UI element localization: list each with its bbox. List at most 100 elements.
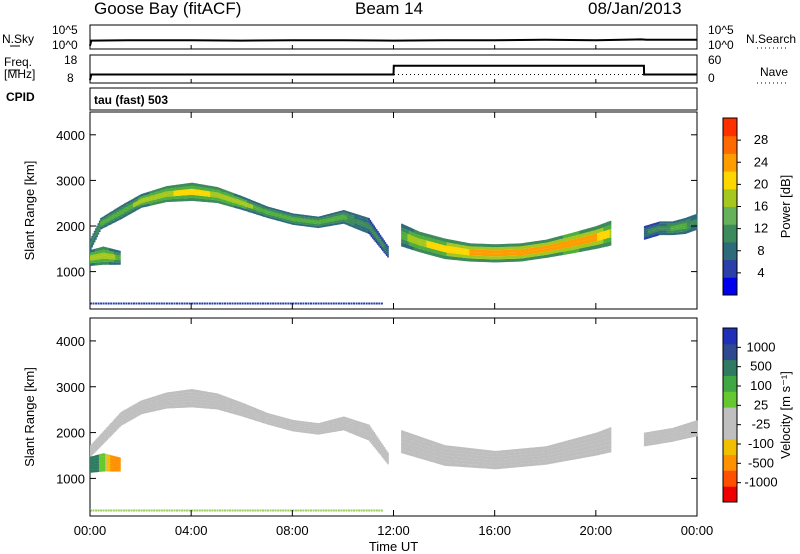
- velocity-cell: [322, 421, 325, 424]
- velocity-cell: [100, 456, 102, 460]
- power-cell: [186, 192, 188, 196]
- velocity-cell: [93, 455, 96, 459]
- velocity-cell: [370, 428, 373, 431]
- power-cell: [100, 250, 102, 254]
- power-cell: [160, 198, 163, 201]
- velocity-cell: [299, 424, 302, 427]
- velocity-cell: [356, 433, 359, 436]
- velocity-cell: [124, 409, 126, 413]
- power-cell: [92, 252, 95, 255]
- power-cell: [557, 239, 560, 243]
- power-cell: [365, 217, 368, 220]
- power-cell: [413, 229, 416, 233]
- power-cell: [358, 227, 360, 230]
- power-cell: [359, 215, 362, 218]
- power-cell: [373, 237, 375, 241]
- velocity-cell: [201, 405, 203, 409]
- velocity-cell: [105, 468, 107, 472]
- velocity-cell: [463, 460, 465, 464]
- velocity-cell: [356, 423, 359, 426]
- power-cell: [243, 196, 245, 200]
- velocity-cell: [313, 424, 316, 427]
- power-cell: [310, 215, 312, 218]
- power-cell: [427, 240, 430, 245]
- power-cell: [679, 229, 681, 232]
- velocity-cell: [258, 411, 260, 414]
- power-cell: [576, 248, 579, 253]
- velocity-cell: [259, 420, 262, 423]
- velocity-cell: [91, 453, 93, 456]
- velocity-cell: [288, 424, 291, 427]
- velocity-cell: [402, 430, 405, 435]
- power-cell: [385, 253, 388, 256]
- power-cell: [115, 217, 117, 220]
- velocity-cell: [471, 458, 474, 462]
- power-cell: [358, 222, 360, 225]
- velocity-cell: [345, 426, 348, 429]
- power-cell: [303, 216, 306, 219]
- power-cell: [361, 226, 364, 229]
- power-cell: [201, 193, 203, 196]
- velocity-cell: [173, 399, 176, 403]
- power-cell: [179, 192, 182, 196]
- velocity-cell: [307, 429, 310, 432]
- power-cell: [342, 212, 345, 215]
- power-cell: [563, 245, 565, 249]
- power-cell: [684, 226, 687, 229]
- velocity-cell: [452, 463, 455, 467]
- velocity-cell: [427, 450, 430, 454]
- power-cell: [301, 214, 303, 217]
- velocity-cell: [323, 431, 326, 434]
- velocity-cell: [456, 450, 459, 454]
- power-cell: [370, 226, 373, 230]
- power-cell: [224, 192, 226, 195]
- velocity-cell: [159, 397, 162, 400]
- velocity-cell: [441, 458, 444, 462]
- power-cell: [492, 256, 494, 260]
- power-cell: [686, 227, 689, 231]
- velocity-cell: [162, 406, 164, 410]
- power-cell: [435, 236, 437, 240]
- power-cell: [165, 186, 168, 189]
- velocity-cell: [254, 416, 257, 419]
- velocity-cell: [311, 424, 313, 427]
- power-cell: [600, 232, 603, 236]
- velocity-cell: [224, 396, 226, 399]
- power-ground-cell: [125, 302, 128, 305]
- power-cell: [145, 201, 148, 205]
- power-ground-cell: [307, 302, 310, 305]
- velocity-cell: [110, 425, 112, 428]
- velocity-cell: [150, 407, 153, 410]
- power-cell: [609, 229, 612, 234]
- power-cell: [191, 188, 193, 192]
- power-cell: [351, 220, 354, 223]
- power-cell: [466, 255, 469, 259]
- velocity-cell: [458, 453, 460, 457]
- velocity-cell: [475, 458, 478, 462]
- velocity-cell: [153, 401, 155, 404]
- velocity-cell: [106, 465, 109, 469]
- power-cell: [350, 214, 353, 218]
- power-cell: [163, 189, 165, 193]
- power-cell: [436, 236, 439, 240]
- power-cell: [293, 221, 296, 224]
- power-cell: [412, 243, 415, 247]
- power-cell: [186, 183, 188, 187]
- power-cell: [339, 211, 341, 214]
- power-cell: [427, 247, 430, 252]
- power-cell: [354, 218, 356, 221]
- velocity-cell: [245, 411, 248, 414]
- power-cell: [363, 224, 365, 227]
- velocity-cell: [248, 416, 250, 419]
- velocity-cell: [292, 420, 294, 422]
- velocity-cell: [106, 460, 109, 463]
- velocity-cell: [220, 394, 222, 398]
- velocity-cell: [210, 392, 212, 396]
- power-cell: [452, 256, 455, 260]
- velocity-cell: [196, 401, 198, 405]
- velocity-cell: [213, 395, 216, 399]
- velocity-cell: [316, 432, 319, 435]
- velocity-cell: [425, 438, 427, 443]
- velocity-cell: [465, 450, 468, 455]
- velocity-cell: [434, 445, 436, 449]
